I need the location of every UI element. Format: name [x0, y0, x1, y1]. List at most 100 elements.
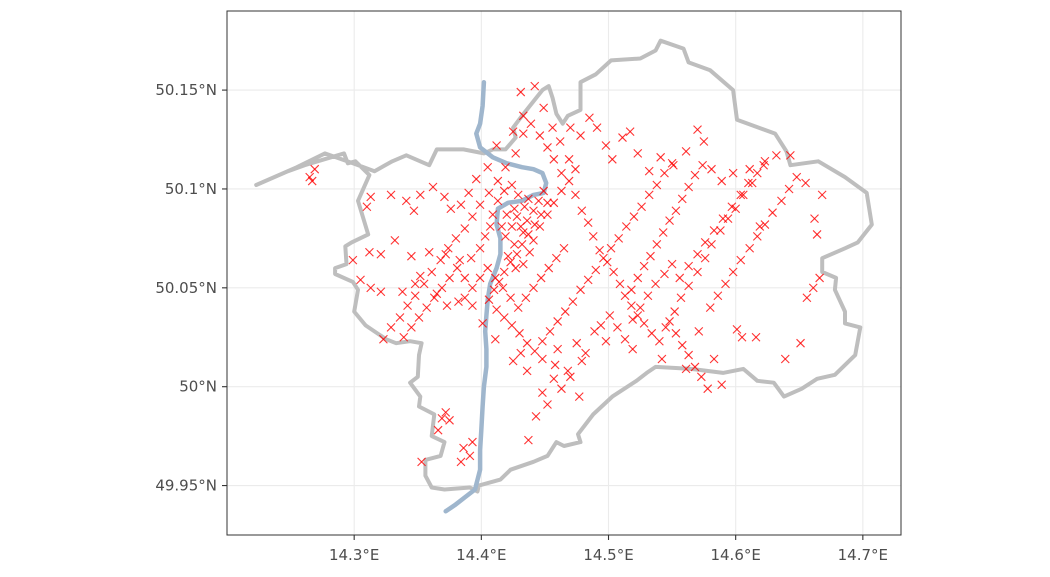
point-marker: [693, 249, 702, 259]
point-marker: [591, 265, 601, 275]
y-tick-label: 50.1°N: [165, 180, 217, 198]
point-marker: [690, 362, 700, 372]
point-marker: [521, 293, 531, 303]
point-marker: [660, 269, 669, 279]
point-marker: [700, 253, 710, 263]
point-marker: [518, 129, 528, 138]
point-marker: [583, 218, 593, 227]
point-marker: [581, 348, 591, 358]
point-marker: [633, 311, 643, 320]
point-marker: [628, 344, 638, 354]
point-marker: [574, 392, 584, 401]
point-marker: [398, 287, 407, 297]
point-marker: [681, 364, 691, 374]
point-marker: [760, 156, 770, 166]
point-marker: [516, 222, 526, 231]
point-marker: [718, 214, 728, 224]
point-marker: [543, 210, 552, 220]
point-marker: [524, 194, 533, 204]
y-tick-label: 50.05°N: [155, 279, 217, 297]
point-marker: [535, 131, 545, 140]
y-tick-label: 50°N: [179, 378, 217, 396]
point-marker: [643, 291, 653, 301]
y-axis: 49.95°N 50°N 50.05°N 50.1°N 50.15°N: [155, 81, 227, 495]
point-marker: [543, 143, 552, 152]
river-line: [443, 79, 549, 514]
point-marker: [745, 243, 755, 253]
point-marker: [395, 313, 405, 322]
point-marker: [654, 336, 664, 346]
point-marker: [684, 281, 694, 291]
point-marker: [796, 338, 805, 348]
point-marker: [557, 384, 566, 394]
point-marker: [802, 293, 812, 303]
point-marker: [555, 137, 565, 146]
point-marker: [571, 164, 580, 174]
point-marker: [483, 162, 493, 172]
point-marker: [620, 334, 630, 344]
point-marker: [693, 125, 702, 135]
point-marker: [736, 190, 746, 200]
point-marker: [536, 273, 546, 283]
panel: [227, 11, 901, 535]
point-marker: [801, 178, 811, 188]
point-marker: [613, 322, 622, 332]
point-marker: [501, 162, 510, 172]
x-tick-label: 14.3°E: [329, 546, 379, 564]
point-marker: [539, 186, 549, 196]
point-marker: [390, 235, 400, 245]
point-marker: [699, 137, 709, 146]
point-marker: [625, 127, 635, 137]
point-marker: [599, 253, 608, 263]
point-marker: [652, 180, 662, 190]
point-marker: [677, 194, 687, 204]
point-marker: [529, 283, 538, 293]
point-marker: [460, 273, 470, 283]
point-marker: [432, 289, 442, 299]
point-marker: [644, 166, 654, 176]
point-marker: [771, 150, 781, 160]
point-marker: [409, 206, 419, 216]
point-marker: [485, 222, 495, 231]
point-marker: [468, 212, 477, 222]
point-marker: [493, 196, 503, 206]
point-marker: [721, 279, 730, 289]
point-marker: [454, 297, 463, 307]
point-marker: [518, 111, 528, 121]
point-marker: [524, 230, 533, 239]
point-marker: [635, 303, 645, 312]
point-marker: [576, 285, 585, 295]
point-marker: [441, 408, 451, 417]
point-marker: [530, 220, 540, 229]
point-marker: [529, 206, 538, 216]
point-marker: [577, 356, 587, 366]
point-marker: [407, 251, 416, 261]
point-marker: [670, 307, 680, 316]
point-marker: [550, 360, 560, 370]
point-marker: [307, 176, 317, 186]
point-marker: [506, 293, 515, 303]
point-marker: [516, 87, 526, 97]
point-marker: [595, 245, 604, 255]
point-marker: [661, 322, 671, 332]
point-marker: [565, 123, 575, 133]
point-marker: [539, 103, 549, 113]
point-marker: [544, 263, 554, 273]
point-marker: [792, 172, 802, 182]
point-marker: [529, 235, 538, 245]
point-marker: [415, 271, 425, 281]
point-marker: [507, 222, 517, 231]
point-marker: [465, 451, 475, 461]
point-marker: [537, 336, 547, 346]
point-marker: [709, 226, 719, 235]
point-marker: [483, 263, 493, 273]
point-marker: [537, 354, 547, 364]
point-marker: [437, 413, 447, 423]
point-marker: [716, 226, 725, 235]
point-marker: [460, 293, 470, 303]
point-marker: [563, 366, 573, 376]
point-marker: [466, 253, 476, 263]
point-marker: [737, 332, 747, 342]
point-marker: [677, 340, 687, 350]
point-marker: [499, 313, 509, 322]
